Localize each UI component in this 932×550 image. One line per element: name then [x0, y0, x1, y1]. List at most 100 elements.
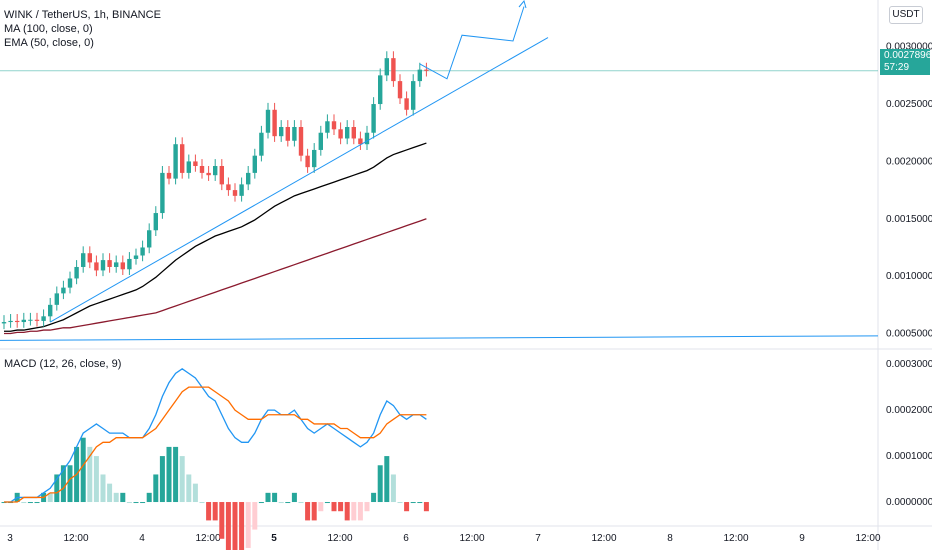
candle-body [54, 293, 59, 305]
candle-body [48, 304, 53, 317]
macd-histogram-bar [423, 502, 429, 512]
macd-histogram-bar [60, 465, 66, 503]
macd-line [4, 367, 427, 503]
legend-macd[interactable]: MACD (12, 26, close, 9) [4, 358, 122, 370]
candle-body [259, 132, 264, 156]
candle-body [325, 121, 330, 133]
macd-histogram-bar [364, 502, 370, 512]
candle-body [351, 127, 356, 139]
candle-body [1, 322, 7, 324]
legend-ema[interactable]: EMA (50, close, 0) [4, 37, 94, 49]
candle-body [180, 144, 185, 173]
time-axis-label: 4 [139, 533, 145, 544]
candle-body [153, 213, 158, 231]
time-axis-label: 8 [667, 533, 673, 544]
macd-histogram-bar [146, 492, 152, 503]
macd-histogram-bar [351, 502, 357, 521]
macd-histogram-bar [305, 502, 311, 521]
macd-histogram-bar [47, 492, 53, 503]
legend-symbol[interactable]: WINK / TetherUS, 1h, BINANCE [4, 9, 161, 21]
time-axis-label: 12:00 [459, 533, 484, 544]
candle-body [391, 58, 396, 82]
macd-histogram-bar [153, 474, 159, 503]
currency-button[interactable]: USDT [889, 6, 923, 24]
macd-histogram-bar [410, 502, 416, 504]
candle-body [87, 253, 92, 263]
macd-histogram-bar [120, 492, 126, 503]
macd-histogram-bar [54, 474, 60, 503]
macd-histogram-bar [397, 502, 403, 504]
macd-histogram-bar [324, 502, 330, 504]
macd-histogram-bar [199, 502, 205, 504]
macd-histogram-bar [166, 446, 172, 503]
candle-body [371, 104, 376, 133]
macd-histogram-bar [371, 492, 377, 503]
macd-histogram-bar [258, 502, 264, 504]
time-axis-label: 12:00 [195, 533, 220, 544]
macd-histogram-bar [252, 502, 258, 530]
macd-histogram-bar [239, 502, 245, 550]
candle-body [331, 121, 337, 130]
candle-body [81, 253, 86, 267]
candle-body [345, 127, 350, 139]
candle-body [94, 262, 99, 271]
candle-body [34, 319, 40, 321]
macd-histogram-bar [278, 502, 284, 504]
candle-body [298, 127, 304, 156]
candle-body [173, 144, 178, 179]
macd-axis-label: 0.00000000 [886, 497, 932, 508]
candle-body [15, 320, 20, 323]
candle-body [140, 247, 145, 256]
macd-histogram-bar [107, 483, 113, 503]
macd-histogram-bar [27, 502, 33, 504]
candle-body [193, 161, 198, 167]
macd-histogram-bar [93, 456, 99, 503]
legend: WINK / TetherUS, 1h, BINANCE MA (100, cl… [4, 8, 161, 50]
support-trendline [0, 335, 879, 341]
candle-body [424, 69, 429, 71]
projection-path [419, 6, 525, 80]
candle-body [133, 255, 139, 259]
time-axis-label: 7 [535, 533, 541, 544]
macd-histogram-bar [186, 474, 192, 503]
price-badge-countdown: 57:29 [884, 62, 910, 73]
macd-histogram-bar [404, 502, 410, 512]
candle-body [397, 81, 403, 99]
macd-histogram-bar [100, 474, 106, 503]
candle-body [384, 58, 389, 76]
macd-histogram-bar [390, 474, 396, 503]
macd-histogram-bar [384, 456, 390, 503]
macd-histogram-bar [21, 502, 27, 504]
macd-histogram-bar [285, 502, 291, 504]
time-axis-label: 3 [7, 533, 13, 544]
projection-arrowhead [518, 0, 527, 9]
candle-body [107, 260, 112, 267]
time-axis-label: 12:00 [855, 533, 880, 544]
time-axis-label: 12:00 [723, 533, 748, 544]
candle-body [8, 320, 13, 323]
macd-histogram-bar [192, 483, 198, 503]
ma100-line [4, 218, 427, 335]
time-axis-label: 9 [799, 533, 805, 544]
candle-body [199, 166, 205, 173]
candle-body [226, 184, 231, 191]
candle-body [61, 287, 66, 294]
candle-body [166, 172, 172, 179]
macd-histogram-bar [179, 456, 185, 503]
candle-body [120, 262, 125, 270]
macd-histogram-bar [173, 446, 179, 503]
candle-body [21, 319, 26, 323]
legend-ma[interactable]: MA (100, close, 0) [4, 23, 93, 35]
candle-body [279, 127, 284, 137]
macd-histogram-bar [212, 502, 218, 521]
candle-body [292, 127, 297, 141]
macd-histogram-bar [87, 446, 93, 503]
macd-histogram-bar [344, 502, 350, 521]
